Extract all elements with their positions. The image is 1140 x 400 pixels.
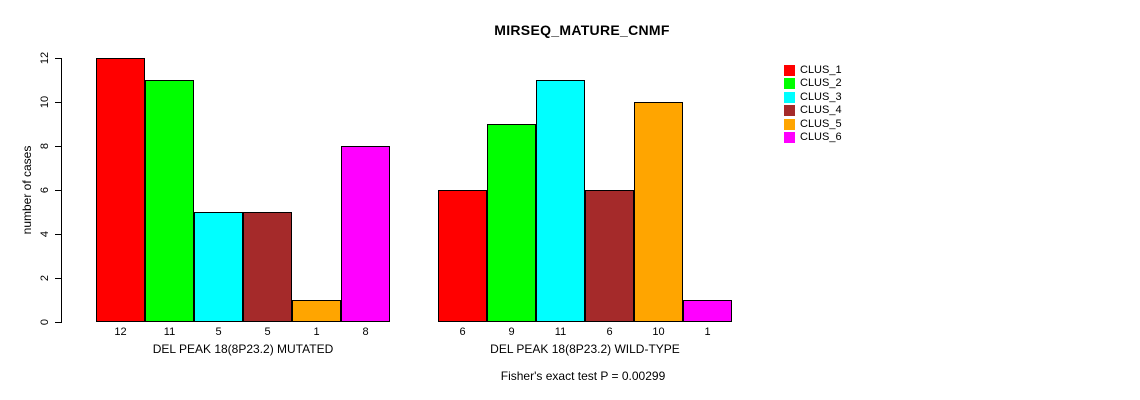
y-tick: [55, 278, 62, 279]
bar-value-label: 5: [264, 326, 271, 338]
bar-clus_3-group2: [536, 80, 585, 322]
legend-item-clus_5: CLUS_5: [784, 118, 842, 130]
bar-clus_5-group2: [634, 102, 683, 322]
y-tick-label: 4: [39, 230, 51, 238]
y-tick: [55, 322, 62, 323]
legend-label: CLUS_3: [800, 91, 842, 103]
bar-value-label: 5: [215, 326, 222, 338]
bar-value-label: 6: [459, 326, 466, 338]
bar-clus_4-group2: [585, 190, 634, 322]
y-tick-label: 12: [39, 51, 51, 65]
y-tick-label: 10: [39, 95, 51, 109]
y-tick-label: 0: [39, 318, 51, 326]
legend-item-clus_1: CLUS_1: [784, 64, 842, 76]
bar-value-label: 1: [313, 326, 320, 338]
bar-clus_4-group1: [243, 212, 292, 322]
x-group-label-wild-type: DEL PEAK 18(8P23.2) WILD-TYPE: [490, 342, 680, 356]
legend-swatch-clus_4: [784, 104, 795, 116]
legend-swatch-clus_5: [784, 118, 795, 130]
legend-label: CLUS_5: [800, 118, 842, 130]
legend-item-clus_3: CLUS_3: [784, 91, 842, 103]
x-group-label-mutated: DEL PEAK 18(8P23.2) MUTATED: [152, 342, 334, 356]
bar-value-label: 8: [362, 326, 369, 338]
bar-value-label: 11: [554, 326, 567, 338]
legend-label: CLUS_4: [800, 104, 842, 116]
y-axis-label: number of cases: [20, 145, 34, 235]
y-tick-label: 8: [39, 142, 51, 150]
y-tick: [55, 102, 62, 103]
bar-clus_5-group1: [292, 300, 341, 322]
y-tick-label: 2: [39, 274, 51, 282]
y-tick: [55, 234, 62, 235]
bar-clus_1-group2: [438, 190, 487, 322]
legend-item-clus_4: CLUS_4: [784, 104, 842, 116]
legend-item-clus_2: CLUS_2: [784, 77, 842, 89]
y-tick: [55, 146, 62, 147]
bar-clus_2-group2: [487, 124, 536, 322]
y-tick: [55, 58, 62, 59]
chart-annotation: Fisher's exact test P = 0.00299: [500, 369, 666, 383]
bar-clus_3-group1: [194, 212, 243, 322]
legend-item-clus_6: CLUS_6: [784, 131, 842, 143]
bar-clus_6-group1: [341, 146, 390, 322]
legend-swatch-clus_3: [784, 91, 795, 103]
bar-value-label: 10: [652, 326, 665, 338]
y-tick: [55, 190, 62, 191]
bar-clus_6-group2: [683, 300, 732, 322]
bar-value-label: 12: [114, 326, 127, 338]
legend-label: CLUS_6: [800, 131, 842, 143]
chart-title: MIRSEQ_MATURE_CNMF: [494, 22, 670, 38]
bar-value-label: 6: [606, 326, 613, 338]
legend-swatch-clus_2: [784, 77, 795, 89]
legend-swatch-clus_6: [784, 131, 795, 143]
bar-value-label: 1: [704, 326, 711, 338]
legend-swatch-clus_1: [784, 64, 795, 76]
legend-label: CLUS_2: [800, 77, 842, 89]
bar-clus_1-group1: [96, 58, 145, 322]
bar-clus_2-group1: [145, 80, 194, 322]
y-tick-label: 6: [39, 186, 51, 194]
legend-label: CLUS_1: [800, 64, 842, 76]
bar-value-label: 9: [508, 326, 515, 338]
bar-value-label: 11: [163, 326, 176, 338]
